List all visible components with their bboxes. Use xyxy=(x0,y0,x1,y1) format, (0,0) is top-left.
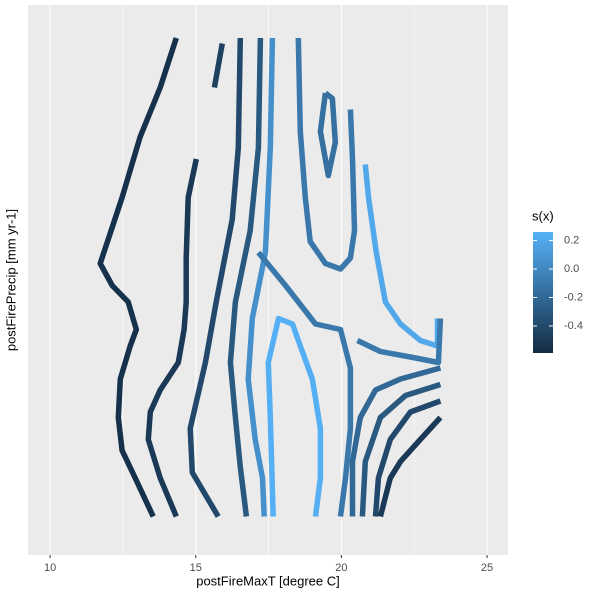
x-tick-label: 25 xyxy=(481,562,493,574)
x-tick-label: 10 xyxy=(44,562,56,574)
contour-line xyxy=(317,90,339,179)
contour-line xyxy=(349,365,442,517)
contour-line xyxy=(145,158,199,518)
x-tick-label: 15 xyxy=(190,562,202,574)
panel xyxy=(28,5,508,555)
x-axis-label: postFireMaxT [degree C] xyxy=(196,573,340,588)
contour-line xyxy=(362,164,441,349)
colorbar-label: -0.2 xyxy=(564,291,583,303)
contour-line xyxy=(265,315,324,517)
contour-line xyxy=(227,37,264,517)
colorbar-label: -0.4 xyxy=(564,320,583,332)
y-axis-label: postFirePrecip [mm yr-1] xyxy=(3,209,18,351)
contour-line xyxy=(372,398,442,517)
colorbar-label: 0.0 xyxy=(564,263,579,275)
legend-title: s(x) xyxy=(532,208,554,223)
contour-line xyxy=(256,250,354,517)
contour-line xyxy=(295,37,358,272)
colorbar-label: 0.2 xyxy=(564,234,579,246)
contour-line xyxy=(187,37,244,518)
contour-line xyxy=(97,37,179,518)
contour-line xyxy=(245,37,276,517)
x-tick-label: 20 xyxy=(335,562,347,574)
contour-line xyxy=(211,43,226,88)
contour-line xyxy=(359,381,442,517)
colorbar xyxy=(533,232,553,353)
contour-line xyxy=(356,318,444,366)
contour-line xyxy=(377,415,443,518)
